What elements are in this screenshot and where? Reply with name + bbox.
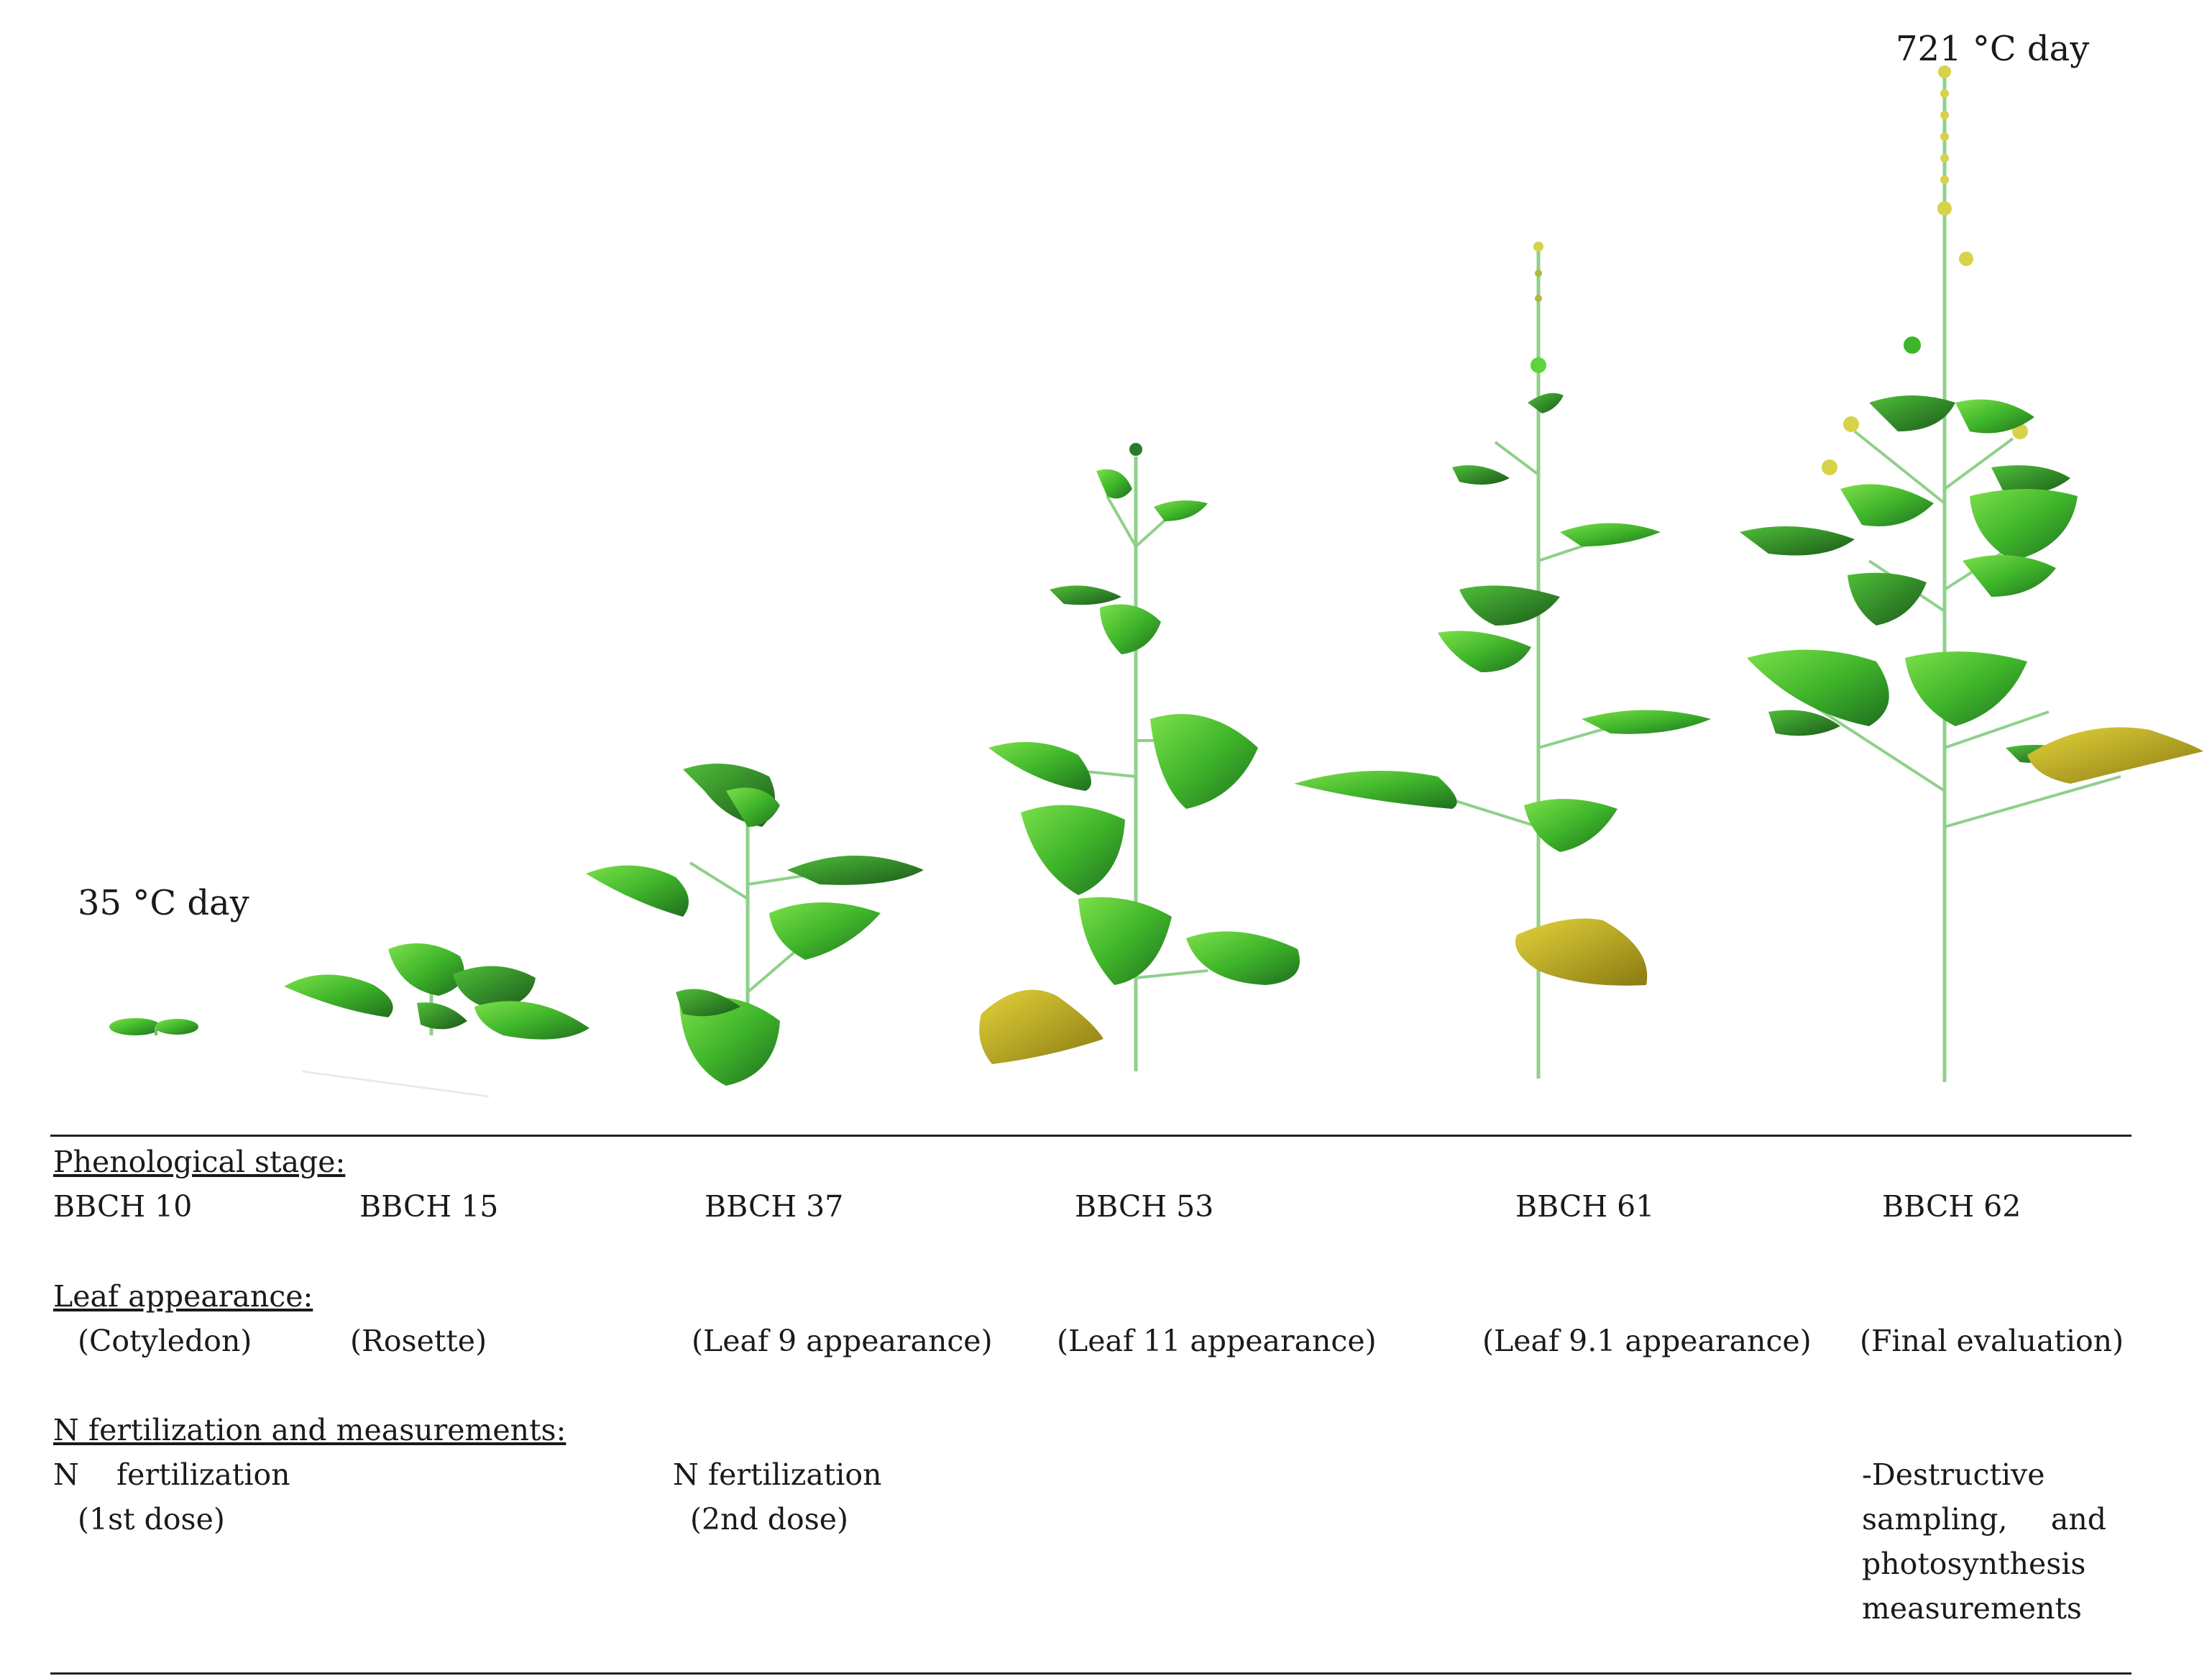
n-fertilization-first-line: N fertilization [53,1457,290,1492]
plant-bbch-15 [284,943,589,1098]
stage-label: BBCH 10 [53,1189,193,1224]
plant-bbch-10 [109,1018,198,1035]
leaf-state-label: (Leaf 11 appearance) [1057,1324,1377,1358]
leaf-state-label: (Cotyledon) [78,1324,252,1358]
table-top-rule [50,1135,2131,1137]
stage-label: BBCH 15 [359,1189,499,1224]
thermal-time-end-label: 721 °C day [1896,29,2090,69]
leaf-state-label: (Rosette) [350,1324,487,1358]
plant-bbch-53 [979,443,1300,1071]
leaf-state-label: (Final evaluation) [1860,1324,2124,1358]
table-bottom-rule [50,1672,2131,1675]
n-fertilization-second-dose: (2nd dose) [690,1502,848,1537]
final-measurements-note: -Destructive sampling, and photosynthesi… [1862,1457,2106,1626]
leaf-state-label: (Leaf 9 appearance) [692,1324,993,1358]
stage-label: BBCH 37 [705,1189,844,1224]
stage-label: BBCH 61 [1515,1189,1655,1224]
plant-bbch-61 [1294,242,1711,1079]
stage-label: BBCH 53 [1075,1189,1214,1224]
thermal-time-start-label: 35 °C day [78,883,249,923]
leaf-appearance-header: Leaf appearance: [53,1279,313,1314]
stage-label: BBCH 62 [1882,1189,2021,1224]
leaf-state-label: (Leaf 9.1 appearance) [1482,1324,1812,1358]
n-fertilization-header: N fertilization and measurements: [53,1413,566,1447]
plant-bbch-37 [586,764,924,1086]
phenological-stage-header: Phenological stage: [53,1145,346,1179]
n-fertilization-first-dose: (1st dose) [78,1502,225,1537]
plant-bbch-62 [1740,65,2203,1082]
plant-growth-illustration [109,65,2203,1098]
n-fertilization-second-line: N fertilization [673,1457,882,1492]
